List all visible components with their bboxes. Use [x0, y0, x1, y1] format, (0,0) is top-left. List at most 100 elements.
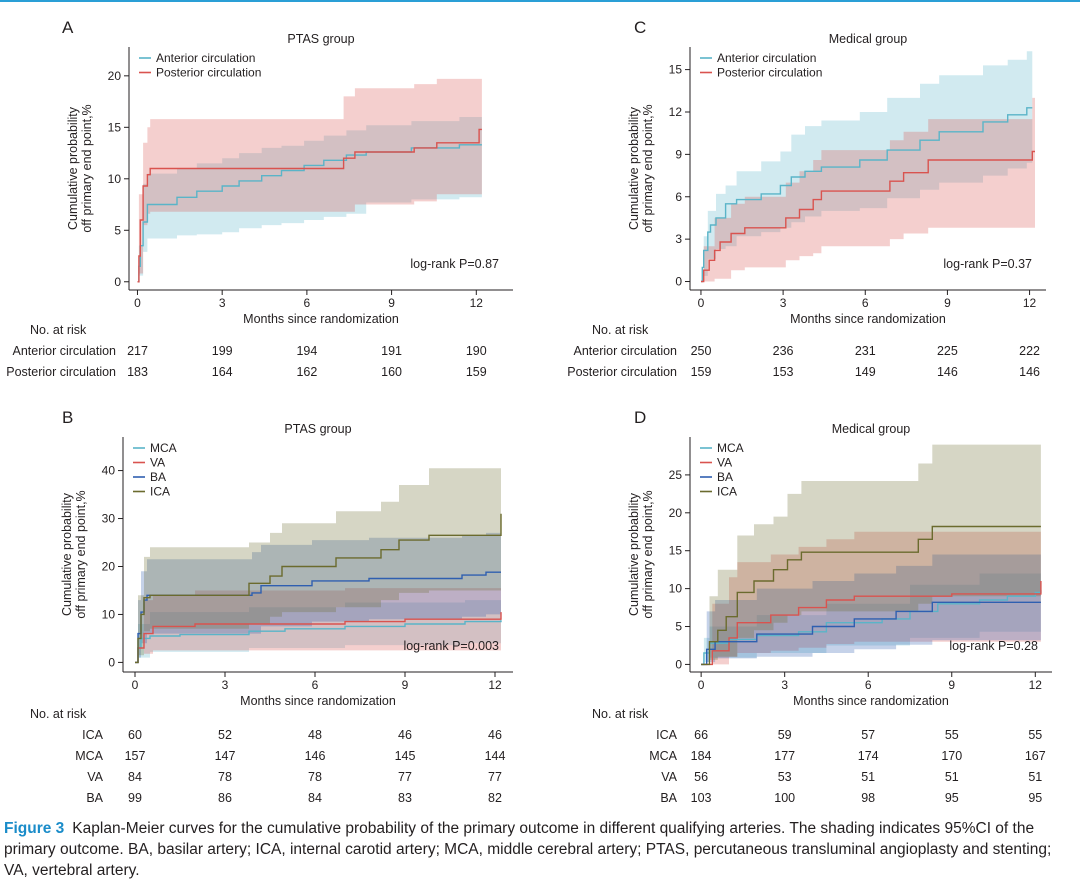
legend-label: ICA — [717, 485, 737, 499]
at-risk-label: Anterior circulation — [12, 344, 116, 358]
at-risk-header: No. at risk — [30, 323, 87, 337]
chart-title: PTAS group — [284, 422, 351, 436]
y-tick-label: 25 — [669, 468, 683, 482]
at-risk-row: BA 99 86 84 83 82 — [0, 791, 1080, 807]
y-axis-label-line2: off primary end point,% — [74, 490, 88, 618]
x-tick-label: 6 — [865, 678, 872, 692]
at-risk-value: 100 — [774, 791, 796, 805]
x-tick-label: 12 — [470, 296, 484, 310]
at-risk-value: 222 — [1019, 344, 1041, 358]
ci-band-mca — [135, 600, 501, 663]
at-risk-value: 60 — [128, 728, 142, 742]
x-tick-label: 6 — [312, 678, 319, 692]
at-risk-value: 95 — [944, 791, 959, 805]
at-risk-value: 78 — [218, 770, 232, 784]
axes: 0 3 6 9 12 15 0 3 6 9 12 — [669, 47, 1046, 310]
at-risk-label: BA — [86, 791, 103, 805]
chart-panel-c: C Medical group 0 3 6 9 12 15 0 3 6 9 12 Months since… — [627, 18, 1046, 326]
ci-band-ba — [701, 554, 1041, 665]
ci-band-va — [701, 531, 1041, 665]
at-risk-value: 146 — [304, 749, 326, 763]
legend-label: Posterior circulation — [717, 66, 822, 80]
legend-label: VA — [717, 456, 732, 470]
at-risk-value: 48 — [308, 728, 322, 742]
at-risk-row: MCA 157 147 146 145 144 — [0, 749, 1080, 765]
legend-label: MCA — [150, 441, 177, 455]
at-risk-value: 225 — [936, 344, 958, 358]
x-tick-label: 0 — [698, 678, 705, 692]
series-line-posterior-circulation — [137, 128, 482, 283]
x-tick-label: 6 — [862, 296, 869, 310]
figure-caption: Figure 3 Kaplan-Meier curves for the cumu… — [4, 818, 1076, 881]
y-tick-label: 30 — [102, 512, 116, 526]
x-axis-label: Months since randomization — [793, 694, 949, 708]
at-risk-label: BA — [660, 791, 677, 805]
x-axis-label: Months since randomization — [240, 694, 396, 708]
at-risk-label: ICA — [656, 728, 677, 742]
at-risk-value: 53 — [777, 770, 792, 784]
at-risk-value: 184 — [690, 749, 712, 763]
at-risk-row: ICA 66 59 57 55 55 — [0, 728, 1080, 744]
caption-label: Figure 3 — [4, 820, 65, 837]
y-axis-label-line1: Cumulative probability — [66, 106, 80, 230]
series-line-mca — [701, 590, 1042, 666]
at-risk-label: Anterior circulation — [573, 344, 677, 358]
caption-text: Kaplan-Meier curves for the cumulative p… — [4, 820, 1052, 879]
legend-label: Anterior circulation — [717, 51, 816, 65]
y-tick-label: 15 — [108, 120, 122, 134]
at-risk-value: 217 — [127, 344, 148, 358]
x-axis-label: Months since randomization — [243, 312, 399, 326]
x-tick-label: 12 — [1029, 678, 1043, 692]
at-risk-value: 194 — [296, 344, 318, 358]
at-risk-row: MCA 184 177 174 170 167 — [0, 749, 1080, 765]
at-risk-value: 46 — [398, 728, 412, 742]
at-risk-value: 56 — [694, 770, 709, 784]
ci-band-mca — [701, 565, 1041, 665]
chart-panel-b: B PTAS group 0 10 20 30 40 0 3 6 9 12 Months since r… — [60, 408, 513, 708]
at-risk-label: MCA — [649, 749, 677, 763]
x-tick-label: 9 — [402, 678, 409, 692]
at-risk-value: 46 — [488, 728, 502, 742]
x-tick-label: 0 — [134, 296, 141, 310]
at-risk-value: 177 — [774, 749, 796, 763]
ci-bands — [135, 468, 501, 663]
at-risk-value: 167 — [1024, 749, 1046, 763]
at-risk-value: 159 — [690, 365, 712, 379]
y-tick-label: 0 — [114, 275, 121, 289]
at-risk-value: 98 — [861, 791, 876, 805]
y-axis-label-line1: Cumulative probability — [60, 492, 74, 616]
y-tick-label: 6 — [675, 190, 682, 204]
panel-label: D — [634, 408, 646, 427]
ci-band-anterior-circulation — [701, 51, 1033, 282]
x-tick-label: 12 — [488, 678, 502, 692]
y-axis-label-line2: off primary end point,% — [641, 104, 655, 232]
y-tick-label: 15 — [669, 63, 683, 77]
at-risk-value: 77 — [488, 770, 502, 784]
chart-title: Medical group — [829, 32, 908, 46]
chart-panel-d: D Medical group 0 5 10 15 20 25 0 3 6 9 12 Months sin… — [627, 408, 1052, 708]
legend-label: Anterior circulation — [156, 51, 255, 65]
axes: 0 10 20 30 40 0 3 6 9 12 — [102, 437, 513, 692]
at-risk-value: 57 — [861, 728, 876, 742]
at-risk-value: 66 — [694, 728, 709, 742]
at-risk-value: 51 — [944, 770, 959, 784]
series-line-mca — [135, 620, 502, 664]
at-risk-value: 55 — [944, 728, 959, 742]
at-risk-value: 83 — [398, 791, 412, 805]
at-risk-row: Posterior circulation 159 153 149 146 146 — [0, 365, 1080, 381]
ci-band-posterior-circulation — [701, 97, 1035, 282]
chart-title: Medical group — [832, 422, 911, 436]
y-tick-label: 3 — [675, 232, 682, 246]
at-risk-value: 147 — [214, 749, 236, 763]
ci-bands — [701, 51, 1035, 282]
km-figure: A PTAS group 0 5 10 15 20 0 3 6 9 12 Months since ra… — [60, 18, 1052, 708]
at-risk-header: No. at risk — [592, 707, 649, 721]
ci-bands — [701, 444, 1041, 665]
at-risk-value: 149 — [854, 365, 876, 379]
log-rank-annotation: log-rank P=0.37 — [943, 257, 1032, 271]
series-line-va — [701, 581, 1042, 666]
at-risk-value: 153 — [772, 365, 794, 379]
